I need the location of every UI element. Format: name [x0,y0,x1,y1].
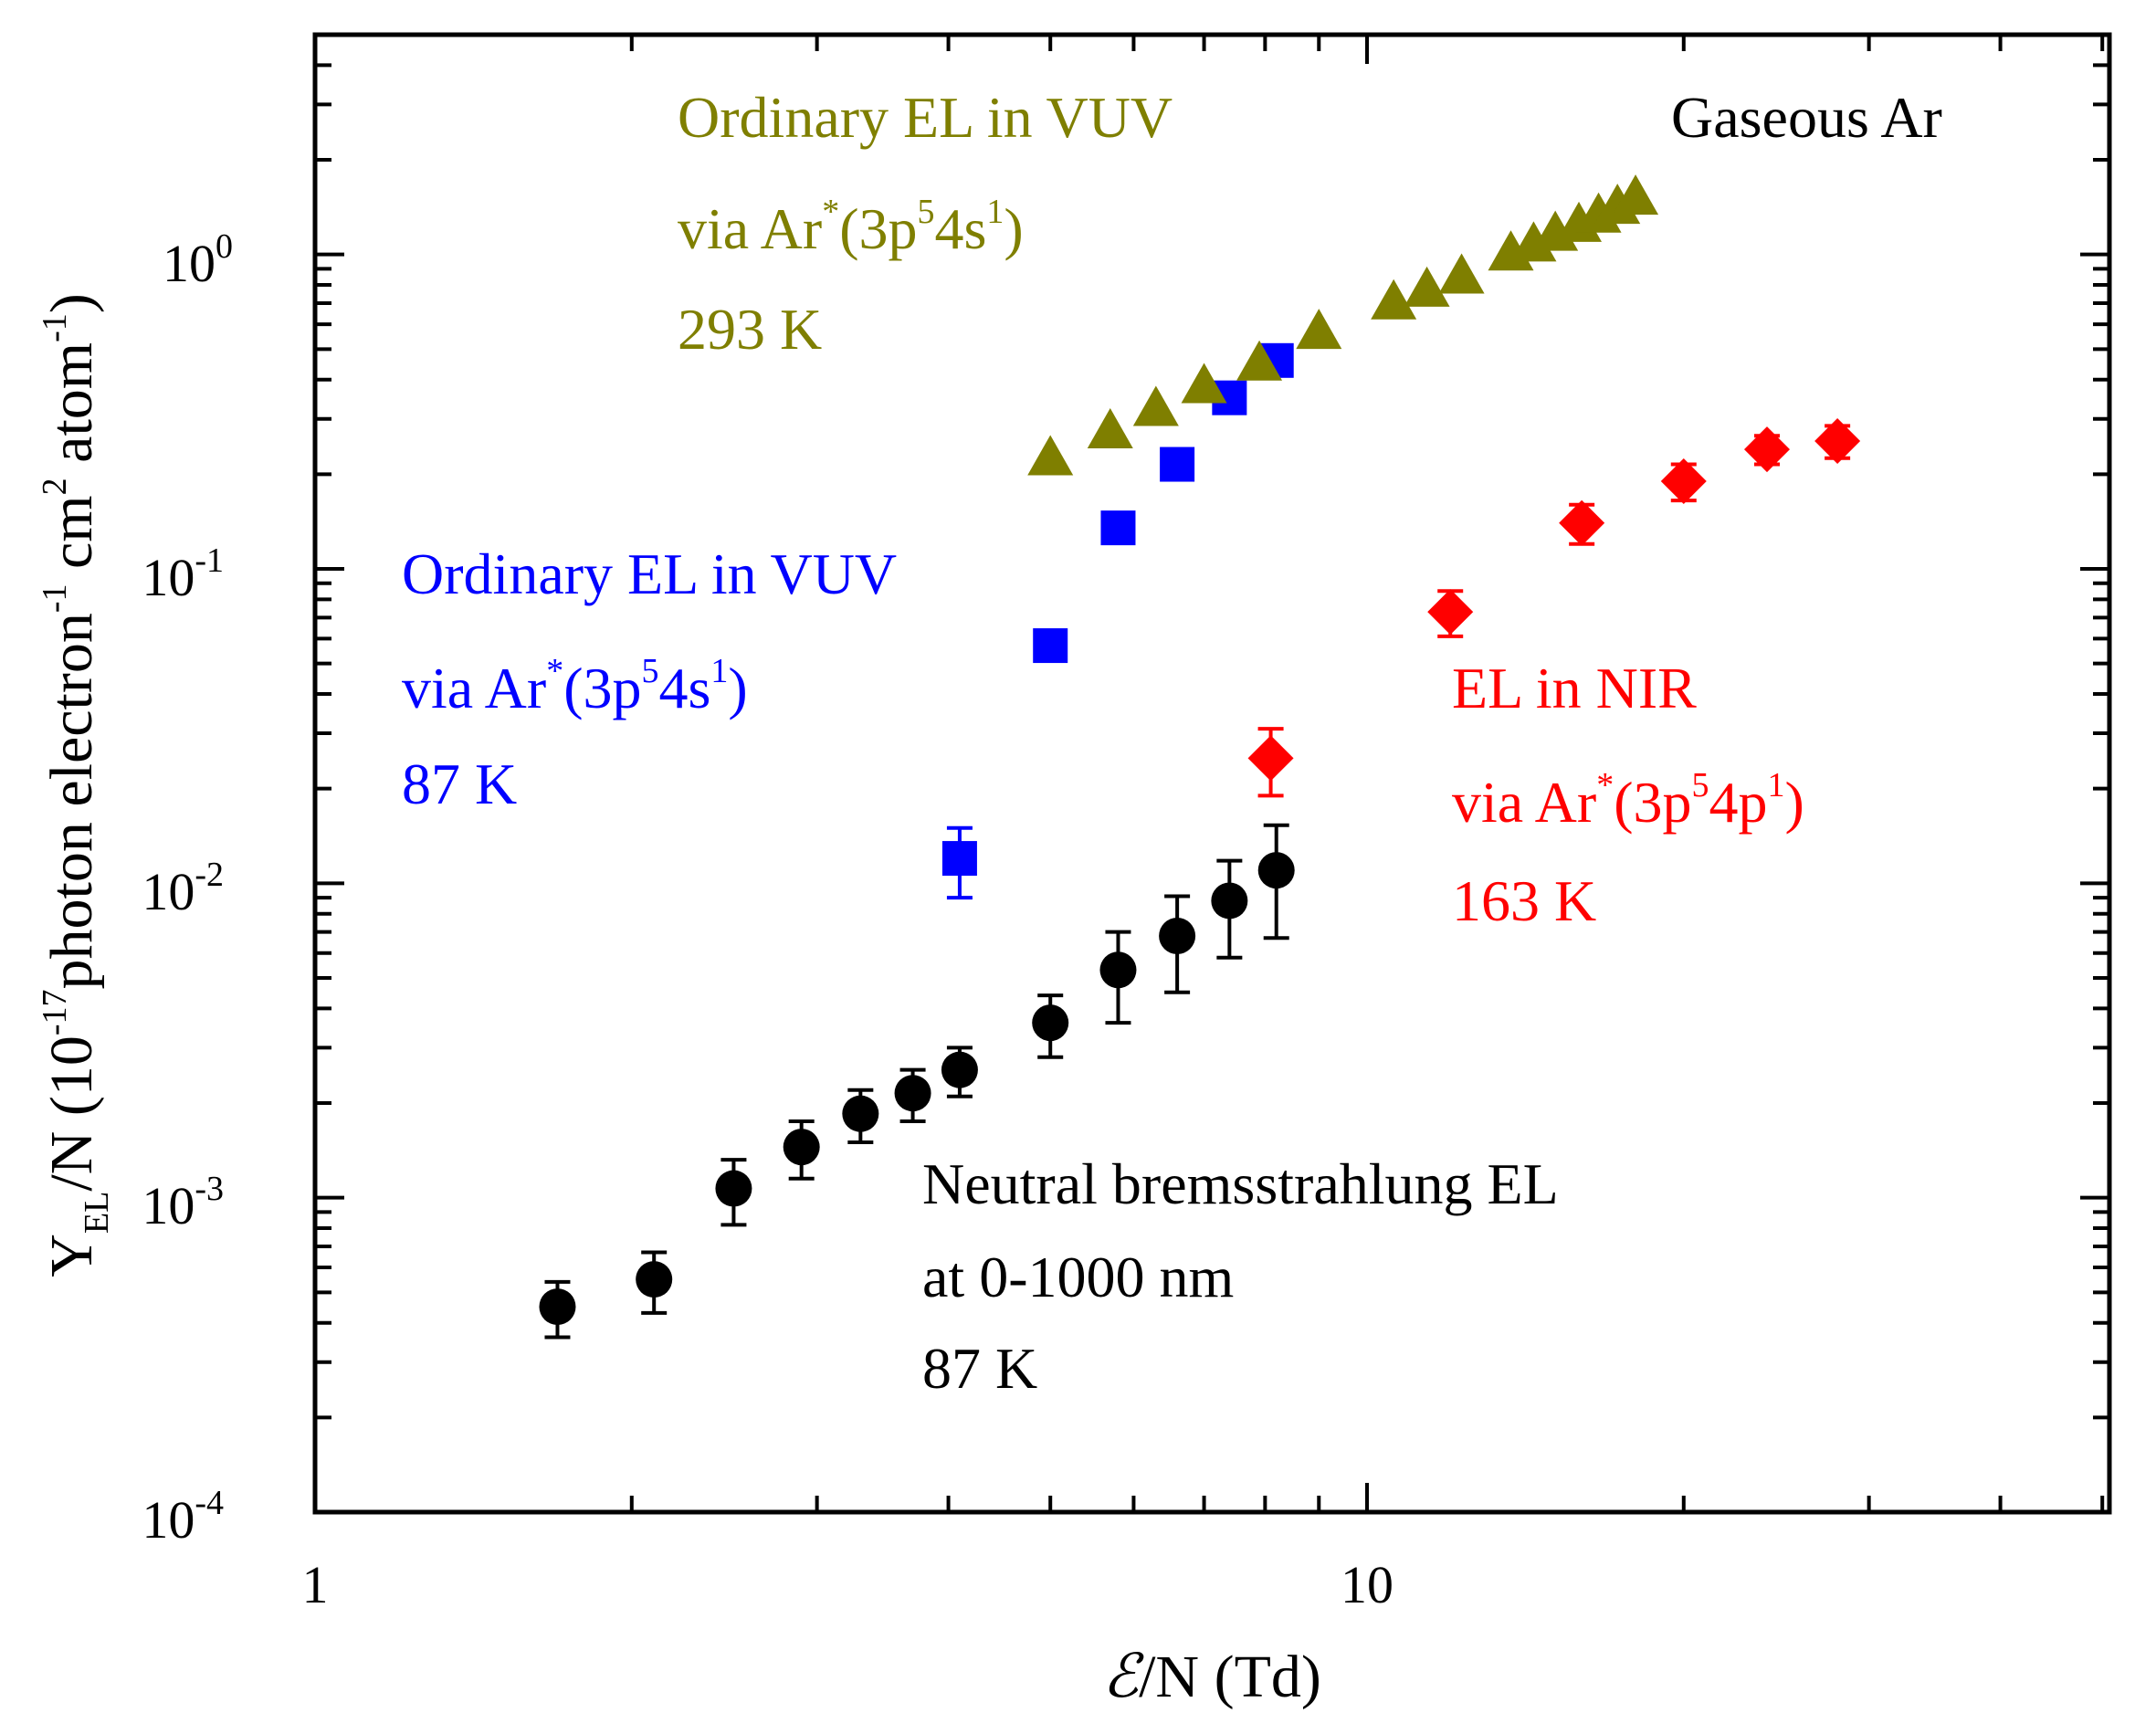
series-nir-163k [1247,418,1861,798]
series-vuv-87k [941,342,1294,900]
annotation-vuv-293k: Ordinary EL in VUV via Ar*(3p54s1) 293 K [678,85,1173,362]
data-point-triangle [1132,385,1179,426]
series-vuv-293k [1027,174,1659,476]
data-point-circle [715,1170,752,1207]
y-tick-label-1e-3: 10-3 [142,1170,224,1235]
data-point-triangle [1404,266,1450,307]
data-point-circle [842,1095,879,1132]
data-point-square [1160,447,1195,482]
annotation-bremsstrahlung-line1: Neutral bremsstrahlung EL [922,1151,1559,1216]
data-point-circle [894,1075,931,1112]
data-point-circle [1032,1004,1069,1042]
annotation-vuv-293k-temp: 293 K [678,297,822,362]
annotation-vuv-293k-line1: Ordinary EL in VUV [678,85,1173,150]
data-point-triangle [1438,253,1485,294]
annotation-vuv-87k-line2: via Ar*(3p54s1) [402,652,748,720]
data-point-diamond [1660,458,1707,505]
annotation-bremsstrahlung: Neutral bremsstrahlung EL at 0-1000 nm 8… [922,1151,1559,1401]
data-point-diamond [1427,589,1474,636]
annotation-vuv-87k: Ordinary EL in VUV via Ar*(3p54s1) 87 K [402,541,897,816]
data-point-circle [1099,951,1137,989]
data-point-diamond [1744,426,1791,473]
y-axis-ticks [315,63,2109,1420]
annotation-nir-163k-line2: via Ar*(3p54p1) [1452,766,1804,835]
gaseous-ar-label: Gaseous Ar [1671,85,1942,150]
data-point-diamond [1559,499,1605,546]
data-point-triangle [1613,174,1659,215]
data-point-square [941,841,977,877]
y-tick-label-1e-2: 10-2 [142,856,224,921]
data-point-triangle [1236,340,1283,381]
data-point-triangle [1296,309,1342,350]
data-point-diamond [1247,735,1294,782]
x-tick-label-1: 1 [302,1555,329,1614]
x-axis-title: ℰ/N (Td) [1102,1644,1321,1710]
annotation-vuv-87k-temp: 87 K [402,751,517,816]
y-tick-label-1e0: 100 [163,227,233,293]
data-point-square [1100,510,1136,546]
data-point-square [1033,628,1068,664]
data-point-triangle [1027,435,1074,476]
data-point-circle [1159,918,1196,955]
y-tick-label-1e-4: 10-4 [142,1484,224,1550]
x-tick-label-10: 10 [1341,1555,1394,1614]
data-point-triangle [1087,408,1133,449]
x-axis-ticks [629,35,2105,1512]
data-point-triangle [1510,221,1557,262]
y-axis-title: YEL/N (10-17photon electron-1 cm2 atom-1… [36,293,116,1277]
data-point-circle [783,1129,820,1166]
data-point-circle [539,1288,576,1326]
annotation-vuv-293k-line2: via Ar*(3p54s1) [678,193,1024,261]
annotation-nir-163k-temp: 163 K [1452,868,1596,933]
annotation-nir-163k-line1: EL in NIR [1452,656,1697,720]
data-point-circle [1257,852,1295,889]
annotation-bremsstrahlung-temp: 87 K [922,1336,1037,1401]
series-bremsstrahlung [539,823,1295,1340]
data-point-circle [1211,882,1248,920]
data-point-circle [636,1261,673,1298]
annotation-vuv-87k-line1: Ordinary EL in VUV [402,541,897,606]
plot-frame [312,32,2112,1515]
data-point-triangle [1181,363,1227,404]
data-point-diamond [1814,418,1861,465]
annotation-bremsstrahlung-line2: at 0-1000 nm [922,1245,1234,1309]
annotation-nir-163k: EL in NIR via Ar*(3p54p1) 163 K [1452,656,1804,933]
data-point-circle [941,1051,978,1088]
data-point-triangle [1371,278,1417,320]
y-tick-label-1e-1: 10-1 [142,541,224,607]
